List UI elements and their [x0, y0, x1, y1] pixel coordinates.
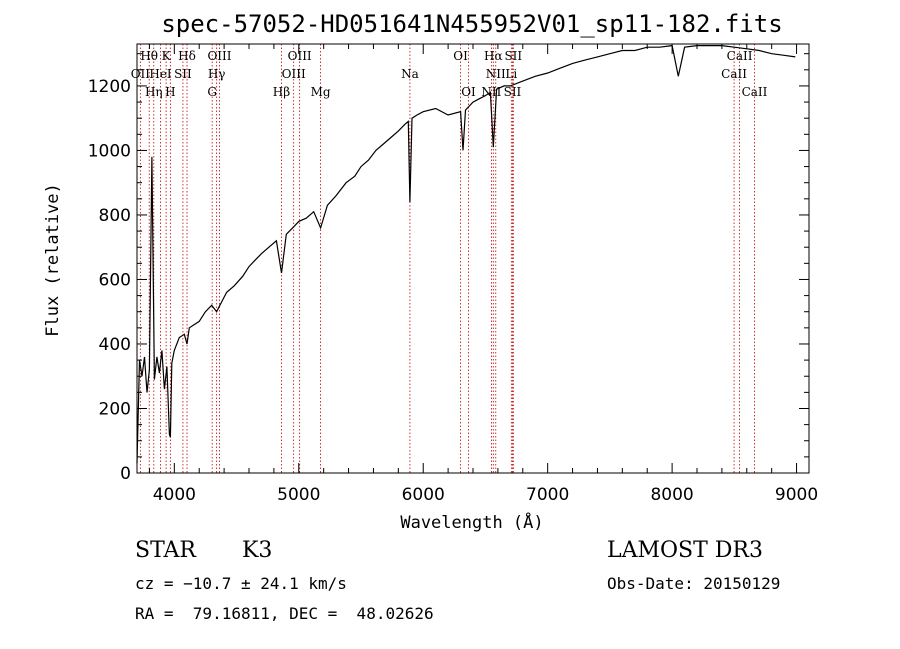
observation-date: Obs-Date: 20150129 [607, 574, 781, 593]
line-label-1: OII [131, 67, 151, 81]
x-axis-label: Wavelength (Å) [400, 511, 543, 533]
spectral-line-labels: Hθ OII Hη K HeI H Hδ SII OIII Hγ G Hβ OIII OIII Mg Na OI… [131, 49, 768, 99]
y-tick-label-0: 0 [120, 464, 131, 484]
line-label-21: Li [505, 67, 517, 81]
line-label-12: OIII [288, 49, 312, 63]
object-class: STAR [135, 538, 196, 563]
line-label-17: OI [461, 85, 476, 99]
line-label-5: H [165, 85, 175, 99]
spectrum-line [136, 44, 796, 464]
y-tick-label-1: 200 [99, 399, 131, 419]
spectral-line-markers [139, 44, 755, 473]
line-label-13: OIII [282, 67, 306, 81]
spectrum-series [136, 44, 796, 464]
y-axis-ticks: 0 200 400 600 800 1000 1200 [88, 53, 809, 484]
line-label-4: HeI [149, 67, 172, 81]
line-label-6: Hδ [178, 49, 196, 63]
line-label-15: Na [401, 67, 419, 81]
y-tick-label-3: 600 [99, 270, 131, 290]
line-label-2: Hη [145, 85, 163, 99]
line-label-14: Mg [311, 85, 331, 99]
line-label-22: NII [481, 85, 501, 99]
line-label-3: K [162, 49, 172, 63]
redshift-velocity: cz = −10.7 ± 24.1 km/s [135, 574, 347, 593]
line-label-23: SII [504, 85, 522, 99]
line-label-20: NII [486, 67, 506, 81]
line-label-8: OIII [207, 49, 231, 63]
line-label-10: G [207, 85, 217, 99]
line-label-11: Hβ [273, 85, 290, 99]
x-tick-label-1: 5000 [277, 485, 320, 505]
line-label-16: OI [453, 49, 468, 63]
x-tick-label-4: 8000 [650, 485, 693, 505]
line-label-18: Hα [484, 49, 503, 63]
x-tick-label-2: 6000 [402, 485, 445, 505]
chart-title: spec-57052-HD051641N455952V01_sp11-182.f… [161, 10, 782, 38]
line-label-0: Hθ [140, 49, 158, 63]
x-axis-ticks: 4000 5000 6000 7000 8000 9000 [148, 44, 818, 505]
x-tick-label-3: 7000 [526, 485, 569, 505]
survey-name: LAMOST DR3 [607, 538, 763, 563]
x-tick-label-5: 9000 [775, 485, 818, 505]
y-tick-label-2: 400 [99, 335, 131, 355]
line-label-9: Hγ [208, 67, 226, 81]
x-tick-label-0: 4000 [153, 485, 196, 505]
coordinates: RA = 79.16811, DEC = 48.02626 [135, 604, 434, 623]
y-tick-label-4: 800 [99, 206, 131, 226]
y-tick-label-5: 1000 [88, 141, 131, 161]
y-tick-label-6: 1200 [88, 77, 131, 97]
line-label-7: SII [174, 67, 192, 81]
line-label-19: SII [504, 49, 522, 63]
plot-frame [136, 43, 810, 474]
line-label-25: CaII [721, 67, 747, 81]
line-label-24: CaII [727, 49, 753, 63]
object-subclass: K3 [242, 538, 273, 563]
line-label-26: CaII [742, 85, 768, 99]
y-axis-label: Flux (relative) [43, 183, 63, 337]
